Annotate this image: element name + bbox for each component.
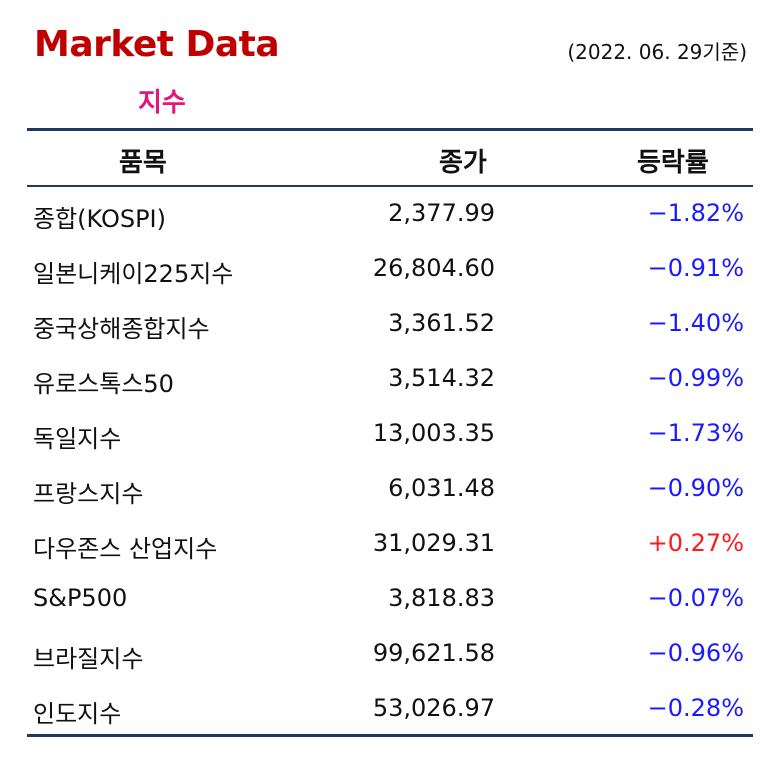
column-header-change: 등락률 (637, 148, 709, 178)
table-bottom-rule (27, 734, 753, 737)
row-item-name: 브라질지수 (33, 645, 144, 673)
row-item-name: 다우존스 산업지수 (33, 535, 218, 563)
row-change-value: −0.99% (647, 364, 744, 392)
table-row: 유로스톡스50 3,514.32 −0.99% (27, 352, 753, 407)
row-item-name: 독일지수 (33, 425, 122, 453)
row-close-value: 2,377.99 (388, 199, 495, 227)
row-item-name: 일본니케이225지수 (33, 260, 234, 288)
table-header: 품목 종가 등락률 (27, 131, 753, 185)
section-subtitle: 지수 (138, 88, 186, 118)
row-close-value: 31,029.31 (372, 529, 495, 557)
column-header-close: 종가 (439, 148, 487, 178)
row-close-value: 53,026.97 (372, 694, 495, 722)
row-change-value: −0.90% (647, 474, 744, 502)
row-close-value: 3,514.32 (388, 364, 495, 392)
row-change-value: −1.82% (647, 199, 744, 227)
row-change-value: −0.28% (647, 694, 744, 722)
table-row: 종합(KOSPI) 2,377.99 −1.82% (27, 187, 753, 242)
table-body: 종합(KOSPI) 2,377.99 −1.82% 일본니케이225지수 26,… (27, 187, 753, 737)
row-close-value: 13,003.35 (372, 419, 495, 447)
table-row: 다우존스 산업지수 31,029.31 +0.27% (27, 517, 753, 572)
row-close-value: 6,031.48 (388, 474, 495, 502)
table-row: S&P500 3,818.83 −0.07% (27, 572, 753, 627)
row-close-value: 3,361.52 (388, 309, 495, 337)
table-top-rule (27, 128, 753, 131)
column-header-item: 품목 (119, 148, 167, 178)
row-item-name: 인도지수 (33, 700, 122, 728)
row-change-value: −1.40% (647, 309, 744, 337)
row-item-name: S&P500 (33, 584, 128, 612)
table-row: 중국상해종합지수 3,361.52 −1.40% (27, 297, 753, 352)
table-row: 브라질지수 99,621.58 −0.96% (27, 627, 753, 682)
table-row: 인도지수 53,026.97 −0.28% (27, 682, 753, 737)
row-change-value: −1.73% (647, 419, 744, 447)
row-change-value: −0.96% (647, 639, 744, 667)
table-row: 독일지수 13,003.35 −1.73% (27, 407, 753, 462)
row-change-value: −0.91% (647, 254, 744, 282)
row-change-value: +0.27% (647, 529, 744, 557)
table-header-rule (27, 185, 753, 187)
row-change-value: −0.07% (647, 584, 744, 612)
row-item-name: 프랑스지수 (33, 480, 144, 508)
table-row: 일본니케이225지수 26,804.60 −0.91% (27, 242, 753, 297)
row-item-name: 종합(KOSPI) (33, 205, 166, 233)
row-item-name: 중국상해종합지수 (33, 315, 210, 343)
row-close-value: 99,621.58 (372, 639, 495, 667)
table-row: 프랑스지수 6,031.48 −0.90% (27, 462, 753, 517)
page-title: Market Data (34, 24, 280, 65)
row-item-name: 유로스톡스50 (33, 370, 174, 398)
row-close-value: 26,804.60 (372, 254, 495, 282)
reference-date: (2022. 06. 29기준) (567, 40, 747, 64)
row-close-value: 3,818.83 (388, 584, 495, 612)
